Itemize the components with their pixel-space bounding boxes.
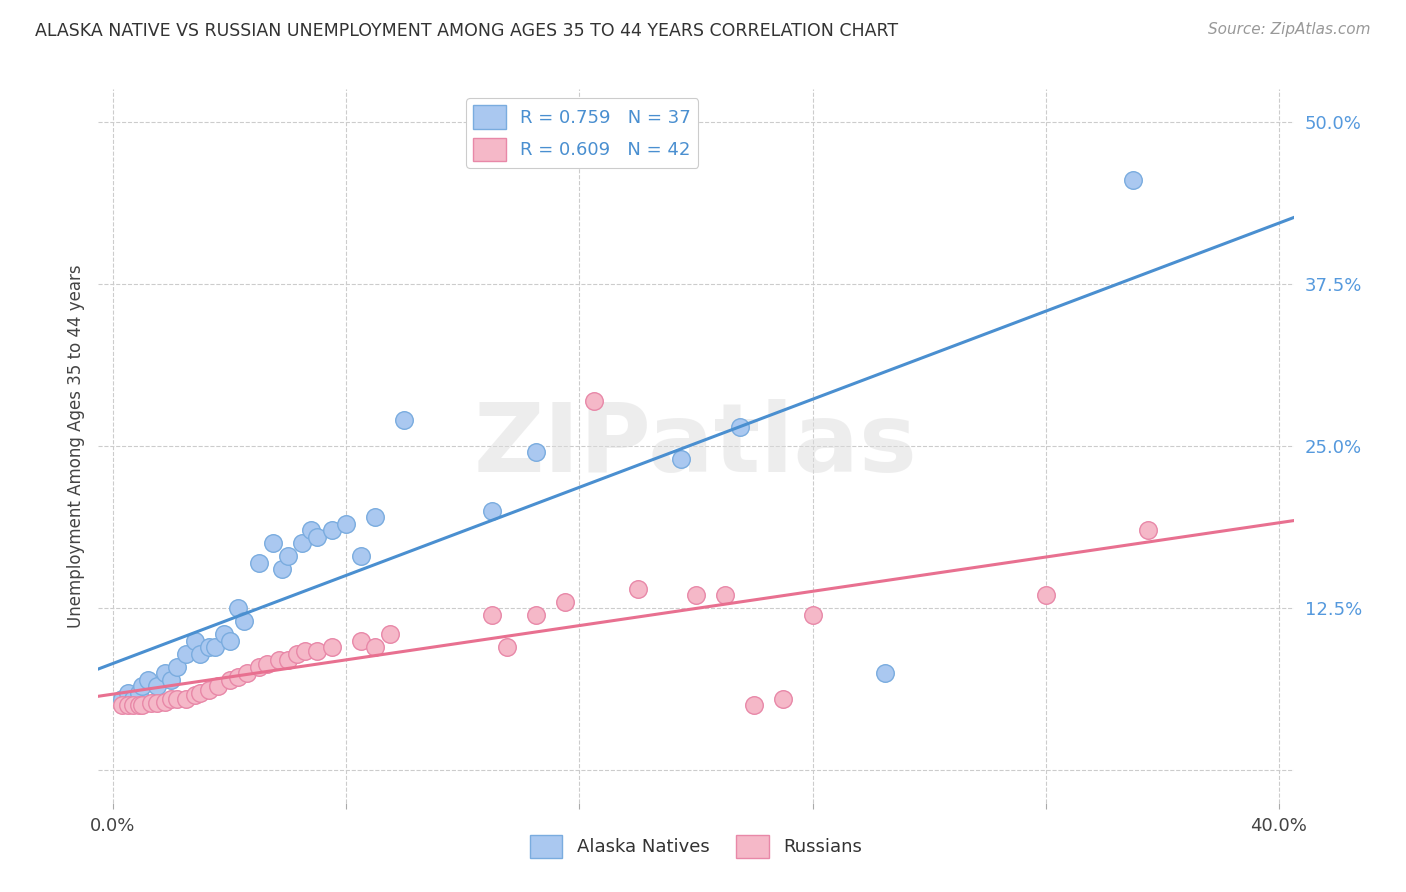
Point bbox=[122, 692, 145, 706]
Point bbox=[160, 692, 183, 706]
Point bbox=[554, 595, 576, 609]
Point bbox=[236, 666, 259, 681]
Point bbox=[364, 640, 387, 654]
Point bbox=[166, 659, 188, 673]
Point bbox=[117, 685, 139, 699]
Point bbox=[728, 419, 751, 434]
Text: Source: ZipAtlas.com: Source: ZipAtlas.com bbox=[1208, 22, 1371, 37]
Point bbox=[131, 698, 153, 713]
Point bbox=[228, 670, 250, 684]
Point bbox=[190, 647, 212, 661]
Point bbox=[742, 698, 765, 713]
Point bbox=[321, 524, 343, 538]
Point bbox=[285, 647, 308, 661]
Point bbox=[378, 627, 401, 641]
Point bbox=[271, 562, 294, 576]
Point bbox=[183, 688, 205, 702]
Point bbox=[1035, 588, 1057, 602]
Point bbox=[198, 682, 221, 697]
Point bbox=[277, 653, 299, 667]
Point bbox=[582, 393, 605, 408]
Point bbox=[772, 692, 794, 706]
Point bbox=[294, 644, 316, 658]
Point bbox=[262, 536, 284, 550]
Point bbox=[207, 679, 229, 693]
Point bbox=[335, 516, 357, 531]
Text: ZIPatlas: ZIPatlas bbox=[474, 400, 918, 492]
Point bbox=[160, 673, 183, 687]
Point bbox=[204, 640, 226, 654]
Point bbox=[183, 633, 205, 648]
Point bbox=[122, 698, 145, 713]
Point bbox=[166, 692, 188, 706]
Point bbox=[364, 510, 387, 524]
Point bbox=[350, 633, 373, 648]
Point bbox=[714, 588, 737, 602]
Point bbox=[117, 698, 139, 713]
Text: ALASKA NATIVE VS RUSSIAN UNEMPLOYMENT AMONG AGES 35 TO 44 YEARS CORRELATION CHAR: ALASKA NATIVE VS RUSSIAN UNEMPLOYMENT AM… bbox=[35, 22, 898, 40]
Point bbox=[495, 640, 517, 654]
Point bbox=[627, 582, 650, 596]
Point bbox=[299, 524, 322, 538]
Point bbox=[247, 556, 270, 570]
Point bbox=[136, 673, 159, 687]
Point bbox=[128, 698, 150, 713]
Point bbox=[256, 657, 278, 671]
Point bbox=[174, 647, 197, 661]
Point bbox=[233, 614, 256, 628]
Point bbox=[1122, 173, 1144, 187]
Point bbox=[481, 607, 503, 622]
Point bbox=[291, 536, 314, 550]
Point bbox=[305, 644, 328, 658]
Point bbox=[685, 588, 707, 602]
Point bbox=[111, 698, 134, 713]
Point bbox=[218, 673, 240, 687]
Point bbox=[277, 549, 299, 564]
Point bbox=[481, 504, 503, 518]
Point bbox=[128, 685, 150, 699]
Legend: Alaska Natives, Russians: Alaska Natives, Russians bbox=[523, 828, 869, 865]
Y-axis label: Unemployment Among Ages 35 to 44 years: Unemployment Among Ages 35 to 44 years bbox=[66, 264, 84, 628]
Point bbox=[305, 530, 328, 544]
Point bbox=[801, 607, 824, 622]
Point bbox=[190, 685, 212, 699]
Point bbox=[218, 633, 240, 648]
Point bbox=[228, 601, 250, 615]
Point bbox=[350, 549, 373, 564]
Point bbox=[321, 640, 343, 654]
Point bbox=[212, 627, 235, 641]
Point bbox=[394, 413, 416, 427]
Point bbox=[524, 445, 547, 459]
Point bbox=[198, 640, 221, 654]
Point bbox=[155, 666, 177, 681]
Point bbox=[1136, 524, 1159, 538]
Point bbox=[145, 679, 167, 693]
Point bbox=[145, 696, 167, 710]
Point bbox=[155, 695, 177, 709]
Point bbox=[875, 666, 897, 681]
Point bbox=[174, 692, 197, 706]
Point bbox=[269, 653, 291, 667]
Point bbox=[139, 696, 162, 710]
Point bbox=[524, 607, 547, 622]
Point bbox=[111, 692, 134, 706]
Point bbox=[247, 659, 270, 673]
Point bbox=[671, 452, 693, 467]
Point bbox=[131, 679, 153, 693]
